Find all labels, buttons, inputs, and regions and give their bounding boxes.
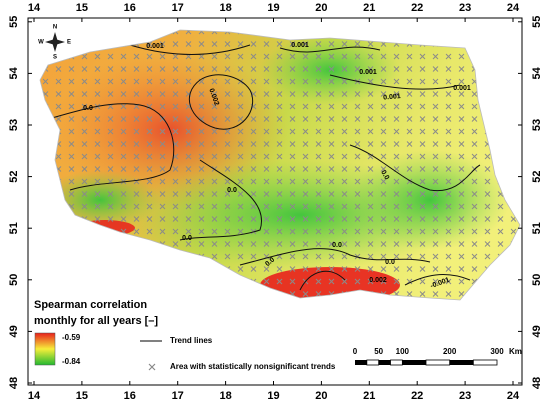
scale-segment	[378, 360, 391, 365]
lat-label-right: 52	[531, 170, 543, 182]
scale-label: 50	[374, 347, 383, 356]
lon-label-top: 15	[76, 2, 88, 14]
contour-label: 0.0	[379, 169, 390, 181]
contour-label: 0.0	[332, 242, 342, 249]
lat-label-right: 48	[531, 377, 543, 389]
contour-label: 0.001	[291, 42, 309, 49]
lon-label-top: 24	[507, 2, 520, 14]
lon-label-bottom: 24	[507, 390, 520, 402]
lon-label-top: 17	[172, 2, 184, 14]
lon-label-top: 16	[124, 2, 136, 14]
lon-label-top: 23	[459, 2, 471, 14]
country-outline	[39, 29, 521, 301]
lat-label-right: 54	[531, 66, 543, 79]
compass-letter: E	[67, 40, 71, 46]
scale-segment	[355, 360, 367, 365]
legend-title: Spearman correlation	[34, 299, 147, 311]
scale-segment	[425, 359, 451, 366]
scale-label: 100	[396, 347, 410, 356]
lon-label-bottom: 14	[28, 390, 41, 402]
scale-segment	[402, 360, 426, 365]
legend-trend: Trend lines	[170, 336, 213, 345]
lat-label-left: 51	[8, 222, 20, 234]
legend: Spearman correlation monthly for all year…	[34, 299, 336, 371]
cross-swatch	[148, 363, 156, 371]
color-bar	[34, 332, 56, 366]
legend-min: -0.84	[62, 357, 81, 366]
contour-label: 0.0	[385, 259, 395, 266]
lat-label-left: 54	[8, 66, 20, 79]
lon-label-bottom: 19	[267, 390, 279, 402]
lon-label-bottom: 16	[124, 390, 136, 402]
lon-label-bottom: 15	[76, 390, 88, 402]
lat-label-left: 53	[8, 119, 20, 131]
contour-label: 0.0	[264, 256, 276, 268]
lat-label-right: 50	[531, 274, 543, 286]
contour-label: 0.0	[227, 187, 237, 194]
lon-label-bottom: 21	[363, 390, 375, 402]
scale-segment	[366, 359, 380, 366]
contour-label: 0.002	[369, 277, 387, 284]
lon-label-top: 14	[28, 2, 41, 14]
legend-max: -0.59	[62, 333, 81, 342]
lat-label-left: 55	[8, 16, 20, 28]
lon-label-bottom: 20	[315, 390, 327, 402]
scale-segment	[449, 360, 474, 365]
lon-label-top: 19	[267, 2, 279, 14]
scale-label: 300	[490, 347, 504, 356]
scale-unit: Km	[509, 347, 522, 356]
legend-nonsig: Area with statistically nonsignificant t…	[170, 362, 336, 371]
legend-title: monthly for all years [–]	[34, 315, 158, 327]
lat-label-left: 52	[8, 170, 20, 182]
lat-label-right: 51	[531, 222, 543, 234]
compass: N E S W	[38, 25, 71, 61]
scale-segment	[390, 359, 403, 366]
scale-label: 200	[443, 347, 457, 356]
lon-label-top: 22	[411, 2, 423, 14]
contour-label: 0.001	[383, 93, 401, 102]
lon-label-bottom: 18	[219, 390, 231, 402]
lat-label-right: 55	[531, 16, 543, 28]
lon-label-top: 20	[315, 2, 327, 14]
lat-label-left: 49	[8, 325, 20, 337]
lon-label-top: 18	[219, 2, 231, 14]
compass-letter: S	[53, 55, 57, 61]
lat-label-right: 49	[531, 325, 543, 337]
compass-letter: N	[53, 25, 57, 31]
contour-label: 0.001	[453, 85, 471, 92]
lon-label-bottom: 17	[172, 390, 184, 402]
contour-label: 0.001	[146, 43, 164, 50]
lon-label-bottom: 22	[411, 390, 423, 402]
compass-letter: W	[38, 40, 44, 46]
scale-label: 0	[353, 347, 358, 356]
contour-label: 0.001	[359, 69, 377, 76]
scale-segment	[472, 359, 498, 366]
lon-label-top: 21	[363, 2, 375, 14]
lat-label-left: 50	[8, 274, 20, 286]
lat-label-left: 48	[8, 377, 20, 389]
contour-label: 0.0	[83, 105, 93, 112]
lat-label-right: 53	[531, 119, 543, 131]
lon-label-bottom: 23	[459, 390, 471, 402]
contour-label: 0.0	[182, 235, 192, 242]
